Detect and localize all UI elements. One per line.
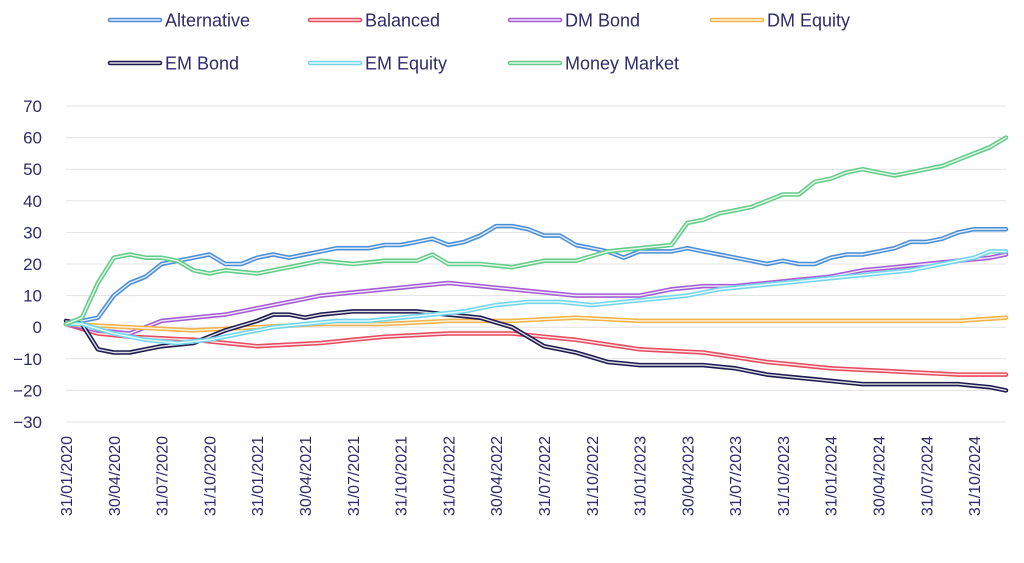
x-tick-label: 31/01/2021	[250, 436, 267, 516]
gridlines	[66, 105, 1006, 423]
y-tick-label: −30	[13, 413, 42, 432]
x-tick-label: 30/04/2023	[680, 436, 697, 516]
x-tick-label: 31/07/2023	[728, 436, 745, 516]
legend-label-dm-equity: DM Equity	[767, 11, 850, 31]
legend-label-balanced: Balanced	[365, 11, 440, 31]
legend: Alternative Balanced DM Bond DM Equity EM Bo…	[107, 11, 850, 74]
series-line-highlight-dm-equity	[65, 317, 1007, 332]
x-tick-label: 31/07/2024	[919, 436, 936, 516]
series-line-highlight-balanced	[65, 323, 1007, 376]
y-tick-label: 60	[23, 129, 42, 148]
y-tick-label: 20	[23, 255, 42, 274]
y-tick-label: −10	[13, 350, 42, 369]
y-tick-label: 10	[23, 287, 42, 306]
y-tick-label: 40	[23, 192, 42, 211]
series-line-highlight-money-market	[65, 136, 1007, 325]
series-lines	[63, 135, 1009, 393]
x-tick-label: 31/07/2022	[537, 436, 554, 516]
legend-label-alternative: Alternative	[165, 11, 250, 31]
x-tick-label: 31/01/2022	[441, 436, 458, 516]
x-tick-label: 31/07/2020	[155, 436, 172, 516]
x-tick-label: 31/10/2024	[967, 436, 984, 516]
x-tick-label: 31/10/2022	[585, 436, 602, 516]
y-axis-ticks: −30 −20 −10 0 10 20 30 40 50 60 70	[13, 97, 42, 432]
series-line-highlight-dm-bond	[65, 253, 1007, 335]
y-tick-label: 30	[23, 223, 42, 242]
y-tick-label: −20	[13, 381, 42, 400]
x-tick-label: 30/04/2024	[872, 436, 889, 516]
series-line-em-bond	[63, 309, 1009, 393]
legend-label-em-bond: EM Bond	[165, 54, 239, 74]
y-tick-label: 70	[23, 97, 42, 116]
y-tick-label: 50	[23, 160, 42, 179]
x-axis-ticks: 31/01/2020 30/04/2020 31/07/2020 31/10/2020…	[59, 436, 984, 516]
series-line-highlight-em-bond	[65, 310, 1007, 392]
x-tick-label: 31/01/2020	[59, 436, 76, 516]
x-tick-label: 31/01/2023	[633, 436, 650, 516]
x-tick-label: 30/04/2022	[489, 436, 506, 516]
x-tick-label: 31/10/2021	[394, 436, 411, 516]
series-line-highlight-em-equity	[65, 250, 1007, 344]
x-tick-label: 31/01/2024	[824, 436, 841, 516]
y-tick-label: 0	[33, 318, 42, 337]
x-tick-label: 30/04/2020	[107, 436, 124, 516]
x-tick-label: 31/10/2020	[202, 436, 219, 516]
legend-label-em-equity: EM Equity	[365, 54, 447, 74]
x-tick-label: 30/04/2021	[298, 436, 315, 516]
x-tick-label: 31/07/2021	[346, 436, 363, 516]
legend-label-dm-bond: DM Bond	[565, 11, 640, 31]
legend-label-money-market: Money Market	[565, 54, 679, 74]
x-tick-label: 31/10/2023	[776, 436, 793, 516]
series-line-highlight-alternative	[65, 225, 1007, 325]
